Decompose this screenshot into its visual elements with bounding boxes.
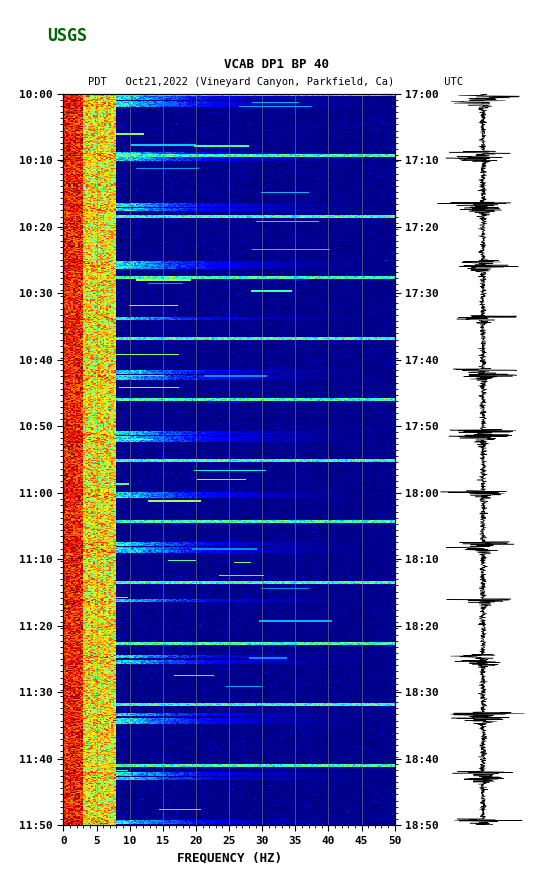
X-axis label: FREQUENCY (HZ): FREQUENCY (HZ) <box>177 851 282 864</box>
Text: PDT   Oct21,2022 (Vineyard Canyon, Parkfield, Ca)        UTC: PDT Oct21,2022 (Vineyard Canyon, Parkfie… <box>88 77 464 87</box>
Text: VCAB DP1 BP 40: VCAB DP1 BP 40 <box>224 58 328 71</box>
Text: USGS: USGS <box>47 27 87 45</box>
